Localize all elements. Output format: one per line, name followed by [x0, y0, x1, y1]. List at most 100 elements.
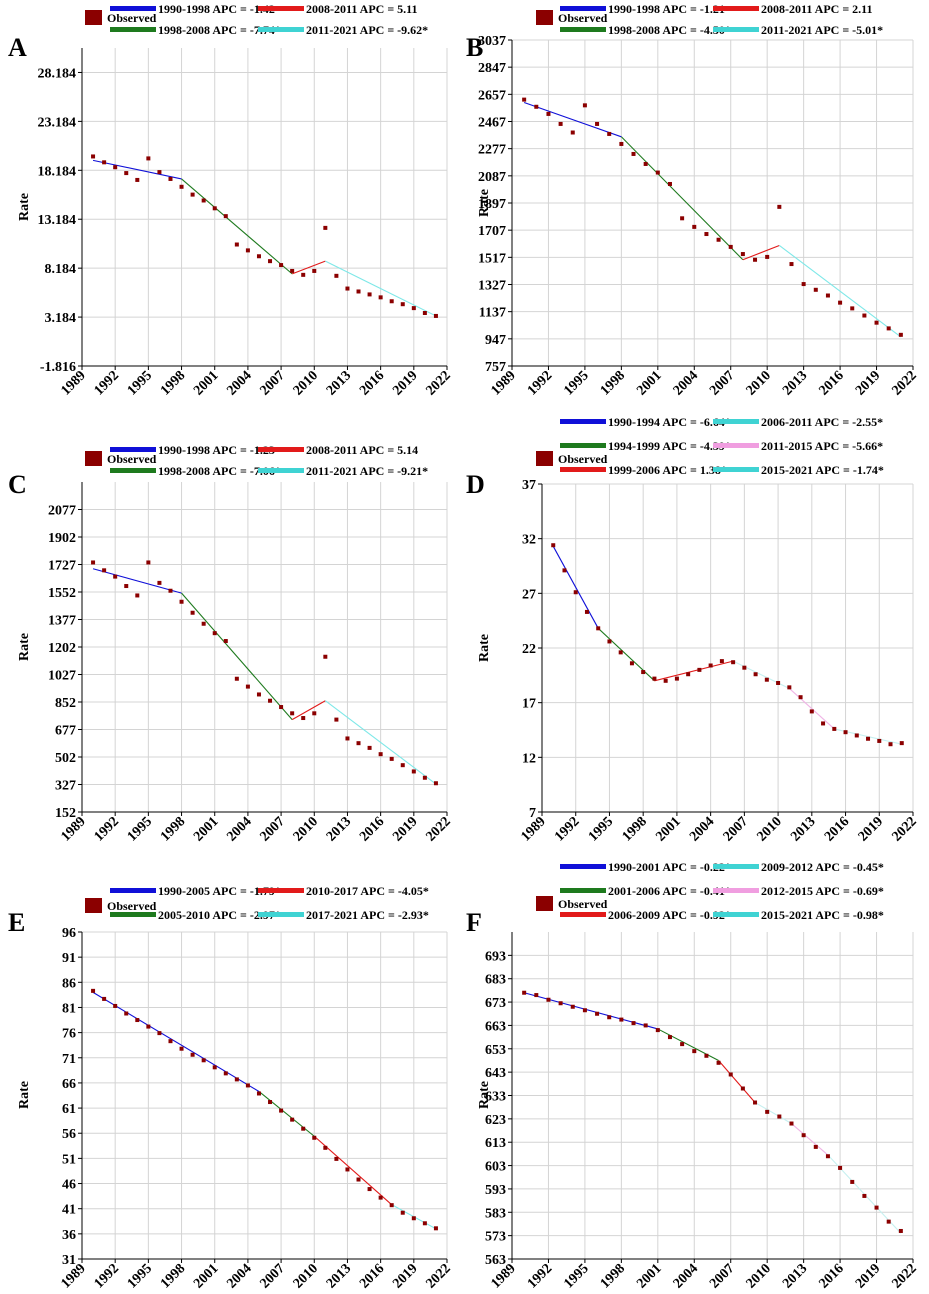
legend-entry-label: 2011-2021 APC = -5.01* — [761, 23, 883, 37]
observed-point — [595, 1011, 600, 1016]
observed-point — [595, 121, 600, 126]
observed-point — [411, 306, 416, 311]
observed-point — [596, 626, 601, 631]
observed-point — [704, 232, 709, 237]
legend-entry-label: 2011-2021 APC = -9.62* — [306, 23, 428, 37]
series-segment-line — [754, 1102, 792, 1125]
gridlines — [511, 932, 914, 1260]
observed-point — [212, 1065, 217, 1070]
observed-point — [874, 320, 879, 325]
observed-point — [378, 295, 383, 300]
legend-entry-label: 2005-2010 APC = -2.97* — [158, 908, 281, 922]
y-tick-label: 1137 — [479, 306, 506, 321]
y-tick-label: 37 — [522, 478, 536, 493]
observed-point — [102, 996, 107, 1001]
y-tick-label: 31 — [62, 1253, 76, 1268]
x-tick-label: 1998 — [620, 814, 650, 844]
panel-letter: F — [466, 908, 482, 937]
y-tick-label: 603 — [485, 1160, 506, 1175]
observed-point — [742, 665, 747, 670]
observed-point — [765, 1109, 770, 1114]
series-segment-line — [92, 568, 182, 594]
legend-swatch — [713, 419, 759, 424]
series-segment-line — [325, 260, 437, 317]
observed-point — [168, 588, 173, 593]
x-tick-label: 2010 — [744, 1261, 774, 1291]
y-tick-label: 1517 — [478, 251, 506, 266]
observed-point — [667, 1035, 672, 1040]
legend-entry-label: 1990-2001 APC = -0.22* — [608, 860, 731, 874]
x-tick-label: 2019 — [390, 814, 420, 844]
y-tick-label: 663 — [485, 1019, 506, 1034]
observed-point — [345, 286, 350, 291]
gridlines — [511, 39, 914, 367]
x-tick-label: 1992 — [552, 814, 582, 844]
y-tick-label: 2087 — [478, 170, 506, 185]
y-tick-label: 563 — [485, 1253, 506, 1268]
legend-swatch — [110, 912, 156, 917]
y-tick-label: 51 — [62, 1152, 76, 1167]
observed-point — [522, 97, 527, 102]
y-tick-label: 1902 — [48, 531, 76, 546]
x-tick-label: 2016 — [817, 368, 847, 398]
observed-point — [356, 1177, 361, 1182]
observed-point — [113, 1003, 118, 1008]
x-tick-label: 2004 — [224, 1261, 254, 1291]
y-tick-label: 152 — [55, 806, 76, 821]
legend-swatch — [713, 467, 759, 472]
x-tick-label: 1995 — [125, 1261, 155, 1291]
observed-point — [91, 560, 96, 565]
observed-point — [301, 716, 306, 721]
x-tick-label: 1998 — [158, 368, 188, 398]
observed-point — [546, 111, 551, 116]
observed-point — [157, 170, 162, 175]
x-tick-label: 2001 — [634, 1261, 664, 1291]
observed-point — [400, 302, 405, 307]
legend-swatch — [258, 27, 304, 32]
panel-letter: A — [8, 33, 27, 62]
observed-point — [584, 609, 589, 614]
observed-point — [877, 738, 882, 743]
x-tick-label: 2004 — [224, 368, 254, 398]
observed-point — [323, 1145, 328, 1150]
x-tick-label: 2022 — [423, 1261, 453, 1291]
observed-point — [708, 663, 713, 668]
observed-point — [135, 1018, 140, 1023]
observed-point — [422, 311, 427, 316]
x-tick-label: 1992 — [525, 1261, 555, 1291]
y-tick-label: 12 — [522, 751, 536, 766]
observed-point — [764, 677, 769, 682]
y-axis-label: Rate — [17, 193, 32, 221]
legend-swatch — [713, 27, 759, 32]
observed-points — [522, 990, 903, 1233]
observed-point — [356, 741, 361, 746]
x-tick-label: 2004 — [671, 368, 701, 398]
x-tick-label: 2001 — [634, 368, 664, 398]
chart-panel-a: A 28.184 23.184 18.184 13.184 8.184 3.184 -1.81… — [8, 2, 454, 399]
gridlines — [81, 48, 448, 367]
observed-point — [389, 1203, 394, 1208]
legend-swatch — [560, 888, 606, 893]
observed-point — [776, 680, 781, 685]
y-tick-label: 18.184 — [38, 164, 77, 179]
gridlines — [81, 931, 448, 1260]
fitted-segments — [552, 546, 902, 745]
y-tick-label: 76 — [62, 1027, 76, 1042]
observed-point — [886, 1219, 891, 1224]
observed-point — [223, 1071, 228, 1076]
legend-entry-label: 2008-2011 APC = 5.14 — [306, 443, 418, 457]
y-tick-label: 653 — [485, 1043, 506, 1058]
observed-point — [367, 292, 372, 297]
legend-observed-swatch — [536, 10, 553, 25]
observed-point — [124, 1011, 129, 1016]
y-tick-label: -1.816 — [40, 360, 76, 375]
observed-point — [179, 1046, 184, 1051]
x-tick-label: 1995 — [125, 368, 155, 398]
x-tick-label: 2010 — [291, 1261, 321, 1291]
observed-point — [522, 990, 527, 995]
series-segment-line — [654, 660, 734, 682]
observed-point — [886, 326, 891, 331]
